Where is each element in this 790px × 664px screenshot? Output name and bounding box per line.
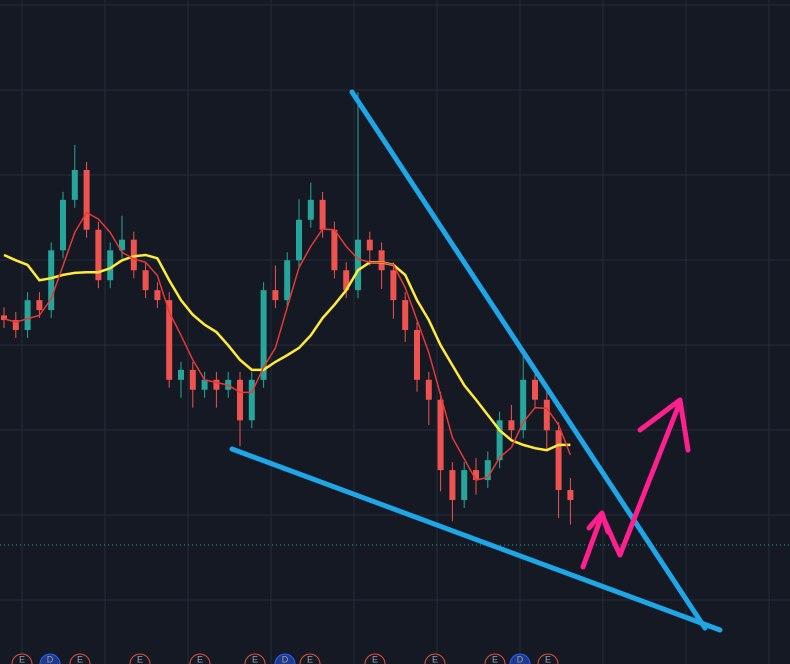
candle-body [213, 379, 220, 390]
candle-body [189, 369, 196, 390]
candle-body [178, 369, 184, 380]
candle-body [12, 320, 19, 331]
event-label: E [545, 654, 551, 664]
candle-body [201, 379, 208, 390]
candle-body [366, 239, 373, 251]
event-circle [537, 653, 559, 664]
candle-body [166, 300, 173, 380]
candle-body [260, 290, 267, 380]
event-circle [189, 653, 211, 664]
candle-body [414, 330, 420, 380]
candle-body [48, 250, 55, 311]
candle-body [461, 470, 468, 500]
projection-arrow [580, 399, 683, 570]
candle-body [107, 250, 114, 281]
candle-body [331, 229, 338, 271]
candle-body [142, 270, 149, 291]
event-label: E [492, 654, 498, 664]
candle-body [237, 379, 243, 421]
candle-body [437, 399, 444, 471]
candle-body [355, 239, 361, 291]
event-circle [299, 653, 321, 664]
event-circle [424, 653, 446, 664]
trend-line-upper [349, 89, 708, 631]
event-circle [69, 653, 91, 664]
candle-body [567, 490, 574, 500]
candle-body [319, 199, 326, 230]
candle-body [272, 290, 279, 301]
event-label: E [252, 654, 258, 664]
candle-body [473, 470, 479, 481]
event-circle [129, 653, 151, 664]
arrow-head [586, 510, 611, 535]
candle-body [248, 379, 255, 421]
event-circle [39, 653, 61, 664]
candle-body [284, 260, 291, 301]
event-label: D [517, 654, 524, 664]
event-label: E [137, 654, 143, 664]
candle-body [83, 169, 90, 230]
event-label: E [372, 654, 378, 664]
moving-average [3, 211, 572, 481]
event-circle [244, 653, 266, 664]
plot [1, 92, 574, 525]
candle-body [449, 470, 456, 500]
trend-line-lower [229, 446, 723, 633]
candle-body [119, 239, 125, 251]
event-circle [364, 653, 386, 664]
candle-body [60, 199, 66, 251]
candle-body [555, 430, 562, 491]
candle-body [24, 300, 31, 331]
moving-average [3, 253, 571, 452]
candle-body [130, 239, 137, 271]
candle-body [1, 315, 7, 321]
candle-body [95, 229, 102, 281]
candle-body [402, 300, 409, 331]
candle-body [508, 420, 515, 431]
event-circle [11, 653, 33, 664]
event-label: E [77, 654, 83, 664]
event-label: E [432, 654, 438, 664]
drawings [229, 89, 723, 633]
candle-body [532, 379, 538, 400]
candle-body [543, 399, 550, 431]
candle-body [520, 379, 527, 431]
event-label: D [47, 654, 54, 664]
candle-body [484, 460, 491, 481]
candle-body [425, 379, 432, 400]
event-circle [484, 653, 506, 664]
candle-body [390, 270, 397, 301]
candle-body [307, 199, 314, 220]
event-label: E [19, 654, 25, 664]
candle-body [343, 270, 350, 291]
event-label: E [197, 654, 203, 664]
candle-body [378, 250, 385, 271]
event-label: D [282, 654, 289, 664]
event-label: E [307, 654, 313, 664]
event-circle [509, 653, 531, 664]
event-circle [274, 653, 296, 664]
candle-body [71, 169, 78, 200]
candle-body [496, 420, 503, 461]
candle-body [296, 219, 302, 261]
candle-body [154, 290, 161, 301]
candle-body [36, 300, 43, 311]
arrow-head [637, 397, 691, 453]
